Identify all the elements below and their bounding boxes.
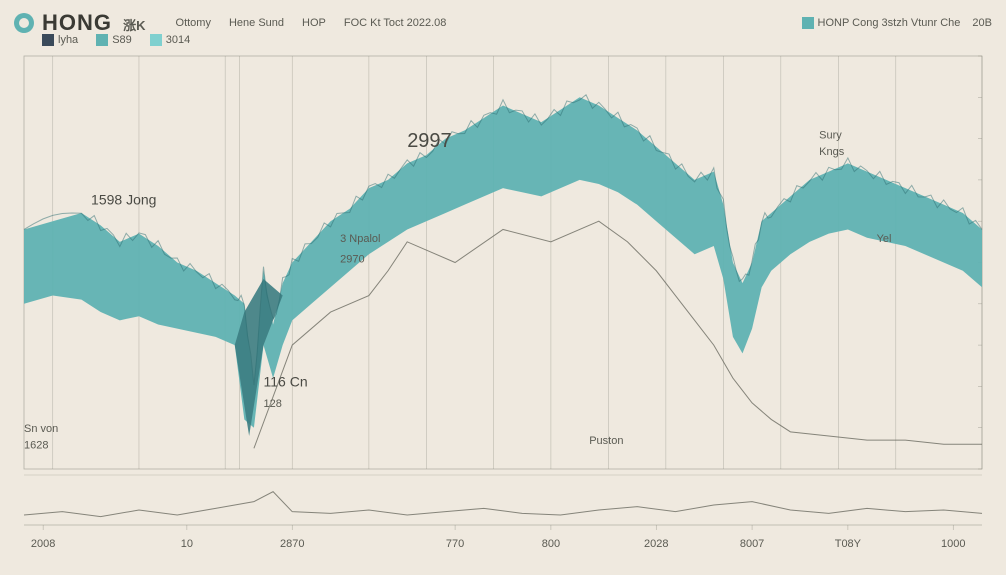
svg-text:2970: 2970 bbox=[340, 254, 364, 266]
svg-text:800: 800 bbox=[542, 538, 560, 550]
svg-text:128: 128 bbox=[264, 398, 282, 410]
legend-swatch-icon bbox=[150, 34, 162, 46]
legend-items: lyha S89 3014 bbox=[42, 34, 190, 46]
legend-label: 3014 bbox=[166, 34, 190, 46]
legend-label: S89 bbox=[112, 34, 132, 46]
svg-text:2008: 2008 bbox=[31, 538, 55, 550]
legend-item: S89 bbox=[96, 34, 132, 46]
price-chart: 2008 10 2870 770 800 2028 8007 T08Y 1000 1598 Jon… bbox=[14, 46, 992, 561]
svg-text:3 Npalol: 3 Npalol bbox=[340, 233, 380, 245]
legend-label: lyha bbox=[58, 34, 78, 46]
svg-text:8007: 8007 bbox=[740, 538, 764, 550]
svg-text:2997: 2997 bbox=[407, 130, 452, 152]
svg-text:Sury: Sury bbox=[819, 130, 842, 142]
svg-text:116 Cn: 116 Cn bbox=[264, 373, 308, 389]
svg-text:T08Y: T08Y bbox=[835, 538, 862, 550]
svg-text:Sn von: Sn von bbox=[24, 423, 58, 435]
svg-text:1000: 1000 bbox=[941, 538, 965, 550]
legend-item: lyha bbox=[42, 34, 78, 46]
svg-text:1598 Jong: 1598 Jong bbox=[91, 192, 156, 208]
svg-text:1628: 1628 bbox=[24, 439, 48, 451]
svg-text:770: 770 bbox=[446, 538, 464, 550]
svg-text:10: 10 bbox=[181, 538, 193, 550]
legend-item: 3014 bbox=[150, 34, 190, 46]
legend-swatch-icon bbox=[96, 34, 108, 46]
svg-text:Yel: Yel bbox=[877, 233, 892, 245]
svg-text:2028: 2028 bbox=[644, 538, 668, 550]
svg-text:Puston: Puston bbox=[589, 435, 623, 447]
svg-text:2870: 2870 bbox=[280, 538, 304, 550]
legend-swatch-icon bbox=[42, 34, 54, 46]
svg-text:Kngs: Kngs bbox=[819, 146, 845, 158]
chart-area: 2008 10 2870 770 800 2028 8007 T08Y 1000 1598 Jon… bbox=[14, 46, 992, 561]
